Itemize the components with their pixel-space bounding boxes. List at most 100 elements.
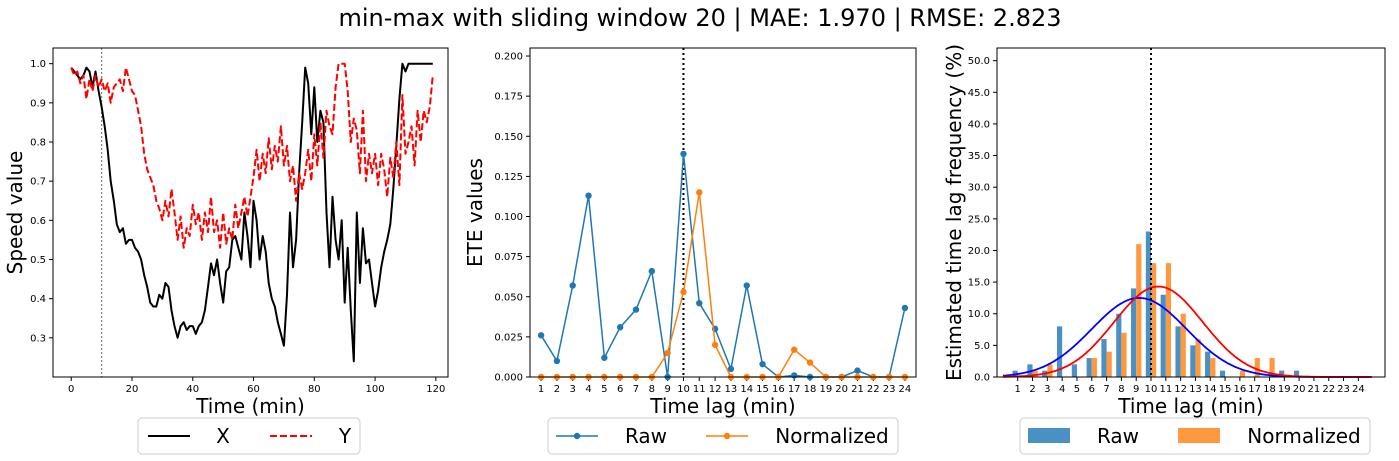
data-point-normalized xyxy=(806,359,814,366)
data-point-raw xyxy=(616,324,624,331)
legend: Raw Normalized xyxy=(1019,417,1371,455)
data-point-raw xyxy=(901,304,909,312)
x-tick-label: 5 xyxy=(1074,384,1080,395)
legend-label-raw: Raw xyxy=(1097,424,1139,448)
bar-raw xyxy=(1116,313,1122,377)
x-tick-label: 16 xyxy=(772,384,785,395)
legend: Raw Normalized xyxy=(547,417,899,455)
bar-raw xyxy=(1279,370,1285,377)
figure-suptitle: min-max with sliding window 20 | MAE: 1.… xyxy=(338,4,1061,32)
x-tick-label: 24 xyxy=(1352,384,1365,395)
legend-label-normalized: Normalized xyxy=(775,424,888,448)
x-axis-label: Time (min) xyxy=(195,394,305,418)
x-tick-label: 15 xyxy=(756,384,769,395)
bar-raw xyxy=(1131,288,1137,377)
y-tick-label: 0.175 xyxy=(494,92,523,103)
plot-frame xyxy=(996,47,1386,378)
data-point-raw xyxy=(648,267,656,275)
x-tick-label: 13 xyxy=(1189,384,1202,395)
data-point-raw xyxy=(632,306,640,313)
x-tick-label: 18 xyxy=(1263,384,1276,395)
x-tick-label: 11 xyxy=(693,384,706,395)
bar-normalized xyxy=(1269,358,1275,377)
data-point-normalized xyxy=(711,341,719,349)
x-tick-label: 6 xyxy=(1089,384,1095,395)
x-tick-label: 2 xyxy=(1029,384,1035,395)
x-tick-label: 14 xyxy=(740,384,753,395)
bar-normalized xyxy=(1180,313,1186,377)
bar-raw xyxy=(1056,326,1063,377)
y-tick-label: 20.0 xyxy=(968,246,990,257)
y-tick-label: 0.000 xyxy=(494,373,523,384)
y-tick-label: 40.0 xyxy=(968,119,990,130)
x-tick-label: 40 xyxy=(186,384,199,395)
x-tick-label: 0 xyxy=(68,384,74,395)
data-point-raw xyxy=(727,365,735,373)
data-point-raw xyxy=(601,354,608,361)
x-tick-label: 19 xyxy=(819,384,832,395)
x-tick-label: 24 xyxy=(899,384,912,395)
x-tick-label: 4 xyxy=(585,384,591,395)
bar-normalized xyxy=(1195,339,1201,377)
series-line-y xyxy=(70,62,434,249)
bar-normalized xyxy=(1106,351,1112,377)
y-tick-label: 45.0 xyxy=(968,88,990,99)
bar-raw xyxy=(1071,364,1077,377)
y-tick-label: 0.025 xyxy=(494,332,523,343)
x-tick-label: 7 xyxy=(633,384,639,395)
bar-normalized xyxy=(1239,370,1246,377)
y-tick-label: 5.0 xyxy=(974,341,990,352)
bar-raw xyxy=(1160,294,1166,377)
data-point-normalized xyxy=(790,346,798,353)
x-tick-label: 60 xyxy=(247,384,260,395)
x-tick-label: 100 xyxy=(366,384,385,395)
speed-value-plot: 0 20 40 60 80 100 120 0.3 0.4 0.5 0.6 0.7 0.8 0.9 1.0 T… xyxy=(3,47,449,455)
bar-normalized xyxy=(1121,332,1127,377)
data-point-raw xyxy=(743,282,750,289)
x-tick-label: 8 xyxy=(1118,384,1124,395)
data-point-raw xyxy=(537,332,545,339)
bar-normalized xyxy=(1091,358,1097,377)
y-tick-label: 50.0 xyxy=(968,56,990,67)
x-tick-label: 120 xyxy=(426,384,445,395)
y-tick-label: 0.5 xyxy=(30,255,46,266)
legend-marker-raw xyxy=(573,432,581,440)
y-tick-label: 0.3 xyxy=(30,333,46,344)
data-point-normalized xyxy=(664,349,671,357)
time-lag-frequency-plot: 1 2 3 4 5 6 7 8 9 10 11 12 13 14 15 16 17 18 19 20 21 22 23 240… xyxy=(942,44,1386,455)
y-tick-label: 0.075 xyxy=(494,252,523,263)
y-tick-label: 0.0 xyxy=(974,373,990,384)
x-tick-label: 23 xyxy=(883,384,896,395)
y-tick-label: 0.6 xyxy=(30,216,46,227)
x-tick-label: 21 xyxy=(1308,384,1321,395)
data-point-raw xyxy=(854,367,861,374)
legend-marker-normalized xyxy=(723,432,731,440)
x-tick-label: 17 xyxy=(788,384,801,395)
legend-label-x: X xyxy=(216,424,230,448)
y-tick-label: 0.200 xyxy=(494,52,523,63)
y-tick-label: 35.0 xyxy=(968,151,990,162)
x-tick-label: 9 xyxy=(1133,384,1139,395)
x-tick-label: 23 xyxy=(1337,384,1350,395)
x-tick-label: 1 xyxy=(538,384,544,395)
x-tick-label: 12 xyxy=(709,384,722,395)
bar-raw xyxy=(1086,358,1092,377)
x-tick-label: 5 xyxy=(601,384,607,395)
plot-frame xyxy=(52,47,449,378)
bar-normalized xyxy=(1165,263,1172,377)
y-tick-label: 0.100 xyxy=(494,212,523,223)
y-tick-label: 15.0 xyxy=(968,278,990,289)
bar-normalized xyxy=(1151,263,1157,377)
bar-raw xyxy=(1145,231,1152,377)
series-line-raw xyxy=(540,153,906,378)
x-tick-label: 3 xyxy=(1044,384,1050,395)
x-tick-label: 8 xyxy=(649,384,655,395)
bar-normalized xyxy=(1136,244,1142,377)
bar-raw xyxy=(1219,370,1226,377)
bar-raw xyxy=(1190,345,1196,377)
data-point-raw xyxy=(696,299,703,307)
bar-raw xyxy=(1175,326,1181,377)
x-tick-label: 22 xyxy=(1322,384,1335,395)
bar-normalized xyxy=(1254,358,1260,377)
